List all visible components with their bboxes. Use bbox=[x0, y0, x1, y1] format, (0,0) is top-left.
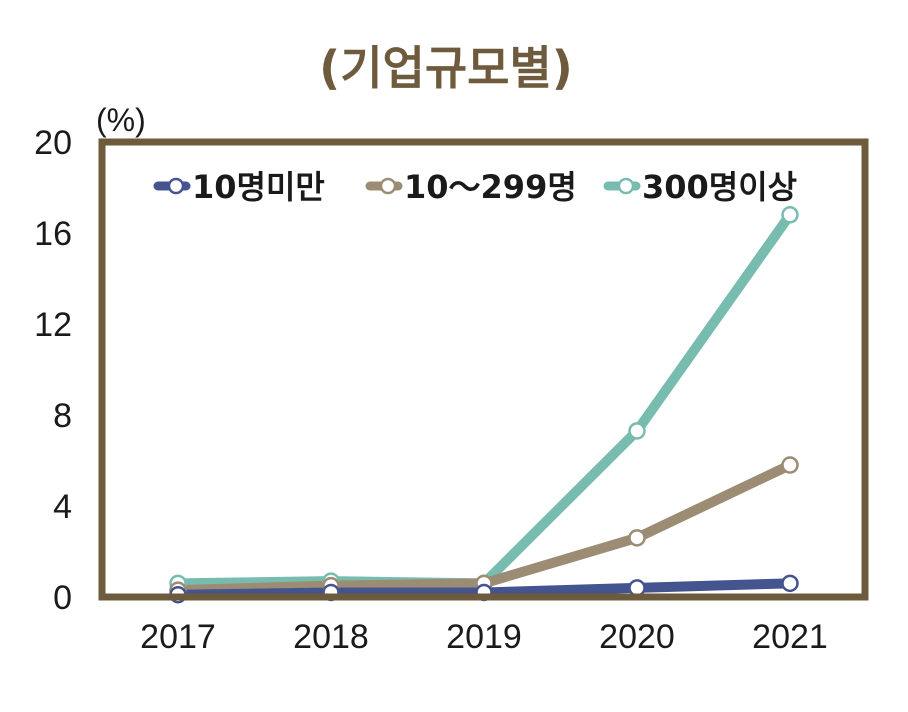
x-axis-ticks: 2017 2018 2019 2020 2021 bbox=[140, 618, 828, 656]
y-axis-ticks: 0 4 8 12 16 20 bbox=[34, 124, 72, 617]
series-lines bbox=[173, 209, 795, 600]
data-point-marker bbox=[628, 422, 646, 440]
y-axis-unit-label: (%) bbox=[96, 102, 146, 138]
y-tick-label: 4 bbox=[53, 488, 72, 526]
x-tick-label: 2020 bbox=[599, 618, 675, 656]
x-tick-label: 2021 bbox=[752, 618, 828, 656]
legend: 10명미만 10～299명 300명이상 bbox=[153, 168, 797, 206]
y-tick-label: 16 bbox=[34, 215, 72, 253]
chart-title: (기업규모별) bbox=[319, 41, 573, 95]
x-tick-label: 2018 bbox=[293, 618, 369, 656]
x-tick-label: 2019 bbox=[446, 618, 522, 656]
legend-label: 300명이상 bbox=[642, 168, 797, 206]
series-line bbox=[173, 460, 795, 596]
plot-frame bbox=[98, 138, 869, 601]
legend-swatch-marker bbox=[379, 177, 397, 195]
data-point-marker bbox=[781, 206, 799, 224]
data-point-marker bbox=[628, 529, 646, 547]
legend-swatch-marker bbox=[617, 177, 635, 195]
y-tick-label: 20 bbox=[34, 124, 72, 162]
data-point-marker bbox=[781, 456, 799, 474]
series-markers bbox=[169, 206, 799, 604]
legend-label: 10～299명 bbox=[404, 168, 577, 206]
y-tick-label: 8 bbox=[53, 397, 72, 435]
x-tick-label: 2017 bbox=[140, 618, 216, 656]
legend-label: 10명미만 bbox=[192, 168, 325, 206]
legend-swatch-marker bbox=[167, 177, 185, 195]
y-tick-label: 12 bbox=[34, 306, 72, 344]
y-tick-label: 0 bbox=[53, 579, 72, 617]
series-line bbox=[173, 209, 795, 589]
data-point-marker bbox=[628, 579, 646, 597]
data-point-marker bbox=[781, 574, 799, 593]
